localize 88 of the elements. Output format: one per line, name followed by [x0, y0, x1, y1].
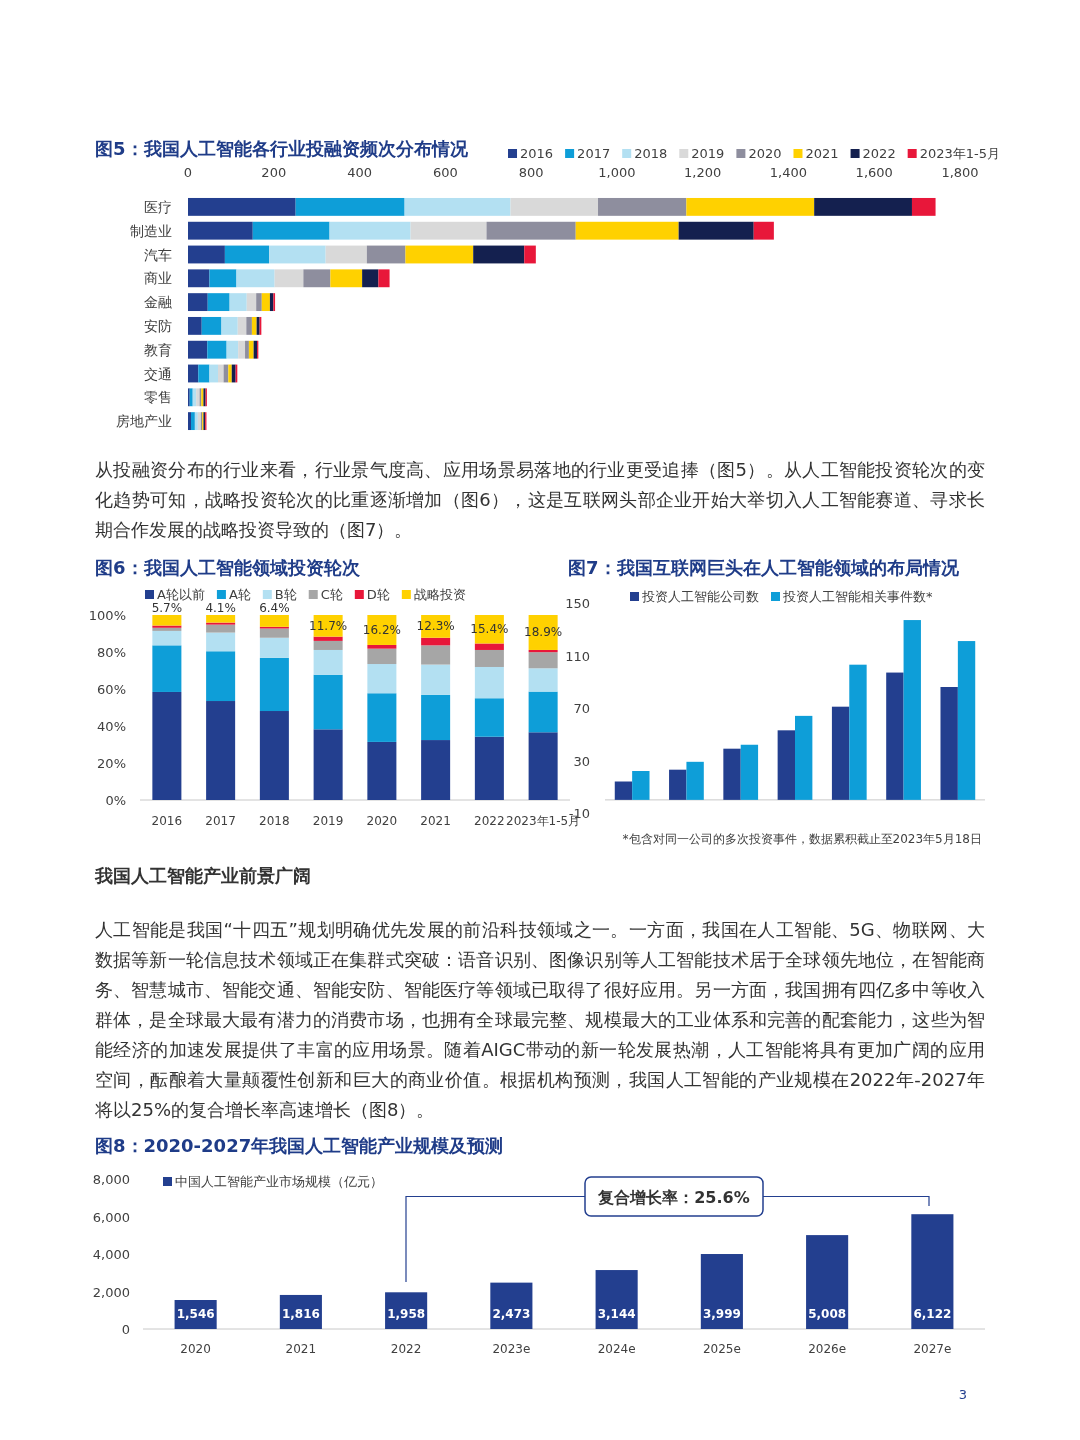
y-tick-label: 制造业: [130, 222, 172, 239]
x-tick-label: 400: [347, 165, 372, 180]
y-tick-label: 商业: [144, 270, 172, 287]
x-tick-label: 600: [432, 165, 458, 180]
x-tick-label: 200: [261, 165, 287, 180]
legend-label: 战略投资: [413, 587, 466, 602]
x-tick-label: 2026e: [808, 1342, 847, 1356]
x-tick-label: 2016: [151, 814, 183, 828]
x-tick-label: 800: [518, 165, 544, 180]
y-tick-label: 汽车: [144, 246, 172, 263]
y-tick-label: 30: [573, 753, 590, 769]
y-tick-label: 70: [573, 701, 590, 716]
y-tick-label: 100%: [88, 608, 126, 623]
legend-label: 2018: [634, 146, 668, 161]
legend-label: C轮: [320, 587, 343, 602]
y-tick-label: 医疗: [144, 198, 172, 215]
y-tick-label: 0: [121, 1322, 130, 1337]
y-tick-label: 2,000: [92, 1284, 130, 1300]
data-label: 2,473: [492, 1307, 531, 1321]
legend-label: 2017: [577, 146, 611, 161]
legend-label: 2022: [862, 146, 896, 161]
x-tick-label: 1,000: [598, 165, 636, 180]
text: 3: [958, 1387, 968, 1402]
y-tick-label: 房地产业: [116, 413, 172, 430]
legend-label: D轮: [366, 587, 390, 602]
legend-label: 2023年1-5月: [919, 146, 1000, 161]
x-tick-label: 1,200: [684, 165, 722, 180]
x-tick-label: 2020: [180, 1342, 211, 1356]
legend-label: A轮以前: [157, 587, 205, 602]
x-tick-label: 2020: [366, 814, 398, 828]
x-tick-label: 2024e: [597, 1342, 636, 1356]
text: 人工智能是我国“十四五”规划明确优先发展的前沿科技领域之一。一方面，我国在人工智能、5G、物联网、大数据等新一轮信息技术领域正在集群式突破：语音识别、图像识别等人工智能技术居于全球领先地位，在智能商务、智慧城市、智能交通、智能安防、智能医疗等领域已取得了很好应用。另一方面，我国拥有四亿多中等收入群体，是全球最大最有潜力的消费市场，也拥有全球最完整、规模最大的工业体系和完善的配套能力，这些为智能经济的加速发展提供了丰富的应用场景。随着AIGC带动的新一轮发展热潮，人工智能将具有更加广阔的应用空间，酝酿着大量颠覆性创新和巨大的商业价值。根据机构预测，我国人工智能的产业规模在2022年-2027年将以25%的复合增长率高速增长（图8）。: [95, 918, 985, 1122]
x-tick-label: 2018: [259, 814, 290, 828]
y-tick-label: 0%: [105, 793, 126, 808]
legend-label: 中国人工智能产业市场规模（亿元）: [175, 1174, 383, 1189]
x-tick-label: 2017: [205, 814, 236, 828]
data-label: 1,546: [176, 1307, 215, 1321]
data-label: 6.4%: [259, 601, 290, 615]
x-tick-label: 2022: [390, 1342, 422, 1356]
text: 从投融资分布的行业来看，行业景气度高、应用场景易落地的行业更受追捧（图5）。从人工智能投资轮次的变化趋势可知，战略投资轮次的比重逐渐增加（图6），这是互联网头部企业开始大举切入人工智能赛道、寻求长期合作发展的战略投资导致的（图7）。: [95, 458, 985, 542]
text: *包含对同一公司的多次投资事件，数据累积截止至2023年5月18日: [622, 832, 982, 846]
x-tick-label: 1,800: [941, 165, 979, 180]
data-label: 6,122: [913, 1307, 952, 1321]
legend-label: 投资人工智能相关事件数*: [782, 589, 933, 604]
chart-title: 图8：2020-2027年我国人工智能产业规模及预测: [95, 1135, 504, 1156]
x-tick-label: 2022: [474, 814, 505, 828]
data-label: 3,999: [702, 1307, 741, 1321]
y-tick-label: 安防: [144, 317, 172, 334]
annotation: 复合增长率：25.6%: [597, 1187, 750, 1207]
chart-title: 图5：我国人工智能各行业投融资频次分布情况: [95, 138, 469, 159]
x-tick-label: 0: [183, 165, 193, 180]
legend-label: 2021: [805, 146, 839, 161]
chart-title: 图6：我国人工智能领域投资轮次: [95, 557, 361, 578]
x-tick-label: 1,600: [855, 165, 893, 180]
y-tick-label: 110: [565, 648, 590, 664]
y-tick-label: 教育: [144, 341, 172, 358]
x-tick-label: 2025e: [702, 1342, 741, 1356]
x-tick-label: 2019: [312, 814, 344, 828]
x-tick-label: 2023e: [492, 1342, 531, 1356]
x-tick-label: 2027e: [913, 1342, 952, 1356]
x-tick-label: 2021: [285, 1342, 317, 1356]
y-tick-label: 8,000: [92, 1172, 130, 1187]
y-tick-label: 4,000: [92, 1247, 130, 1262]
y-tick-label: 6,000: [92, 1209, 130, 1225]
y-tick-label: 20%: [97, 756, 126, 771]
y-tick-label: 交通: [144, 365, 172, 382]
y-tick-label: 金融: [144, 294, 172, 311]
y-tick-label: 零售: [144, 389, 172, 406]
legend-label: 2019: [691, 146, 725, 161]
text: 我国人工智能产业前景广阔: [94, 865, 311, 886]
legend-label: 2016: [520, 146, 554, 161]
legend-label: 2020: [748, 146, 782, 161]
data-label: 1,958: [387, 1307, 426, 1321]
x-tick-label: 1,400: [769, 165, 808, 180]
data-label: 1,816: [281, 1307, 320, 1321]
data-label: 3,144: [597, 1307, 636, 1321]
y-tick-label: 40%: [97, 719, 126, 734]
data-label: 4.1%: [205, 601, 236, 615]
legend-label: 投资人工智能公司数: [641, 589, 759, 604]
legend-label: B轮: [274, 587, 297, 602]
y-tick-label: 80%: [97, 645, 126, 660]
y-tick-label: 150: [565, 596, 590, 611]
data-label: 5,008: [808, 1307, 847, 1321]
chart-title: 图7：我国互联网巨头在人工智能领域的布局情况: [568, 557, 960, 578]
x-tick-label: 2021: [420, 814, 451, 828]
y-tick-label: 60%: [97, 682, 126, 697]
legend-label: A轮: [228, 587, 251, 602]
data-label: 5.7%: [151, 601, 183, 615]
